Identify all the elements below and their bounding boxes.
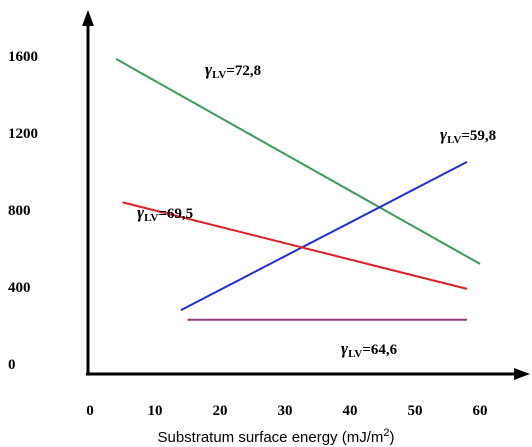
y-tick-labels: 0 400 800 1200 1600 — [8, 49, 38, 373]
series-line-2 — [122, 201, 468, 290]
series-annotation: γLV=59,8 — [440, 125, 496, 146]
axes — [82, 10, 530, 380]
y-tick-label: 800 — [8, 203, 31, 219]
x-tick-label: 30 — [278, 403, 293, 419]
x-tick-label: 20 — [213, 403, 228, 419]
y-tick-label: 1200 — [8, 126, 38, 142]
series-annotation: γLV=64,6 — [341, 339, 398, 360]
x-axis-label: Substratum surface energy (mJ/m2) — [157, 427, 394, 446]
x-tick-label: 60 — [473, 403, 488, 419]
x-tick-label: 40 — [343, 403, 358, 419]
series-annotation: γLV=69,5 — [137, 203, 193, 224]
series-line-1 — [180, 161, 468, 311]
x-tick-label: 0 — [86, 403, 94, 419]
series-annotations: γLV=72,8 γLV=59,8 γLV=69,5 γLV=64,6 — [137, 60, 496, 360]
series-line-0 — [115, 58, 481, 265]
y-tick-label: 1600 — [8, 49, 38, 65]
x-tick-label: 10 — [148, 403, 163, 419]
series-annotation: γLV=72,8 — [205, 60, 261, 81]
y-tick-label: 400 — [8, 280, 31, 296]
x-tick-labels: 0 10 20 30 40 50 60 — [86, 403, 487, 419]
y-tick-label: 0 — [8, 357, 16, 373]
y-axis-arrow — [82, 10, 94, 26]
x-tick-label: 50 — [408, 403, 423, 419]
series-lines — [115, 58, 481, 321]
x-axis-arrow — [514, 368, 530, 380]
